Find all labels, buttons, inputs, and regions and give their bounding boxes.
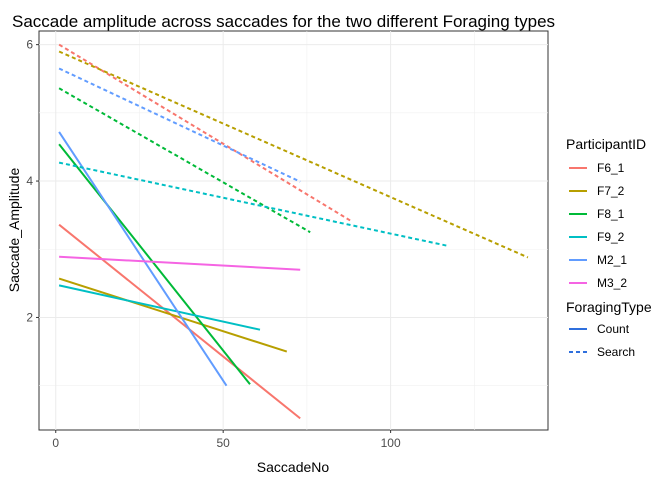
chart-title: Saccade amplitude across saccades for th… bbox=[12, 12, 555, 31]
legend-label-f9-2: F9_2 bbox=[597, 230, 625, 244]
legend-label-search: Search bbox=[597, 345, 635, 359]
x-axis-label: SaccadeNo bbox=[257, 459, 330, 475]
plot-panel bbox=[38, 30, 549, 431]
legend-label-m2-1: M2_1 bbox=[597, 253, 627, 267]
series-line-f6-1-count bbox=[58, 223, 301, 420]
y-tick-label: 6 bbox=[26, 38, 33, 52]
x-tick-label: 100 bbox=[381, 436, 401, 450]
x-tick-label: 0 bbox=[52, 436, 59, 450]
legend-participant: ParticipantID F6_1 F7_2 F8_1 F9_2 M2_1 M3_2 bbox=[566, 136, 646, 290]
legend-participant-title: ParticipantID bbox=[566, 136, 646, 152]
legend-label-m3-2: M3_2 bbox=[597, 276, 627, 290]
y-tick-label: 4 bbox=[26, 174, 33, 188]
y-tick-label: 2 bbox=[26, 310, 33, 324]
x-tick-label: 50 bbox=[216, 436, 230, 450]
series-line-m2-1-count bbox=[58, 131, 228, 387]
series-line-f9-2-count bbox=[58, 284, 261, 331]
grid bbox=[39, 31, 548, 430]
legend-label-count: Count bbox=[597, 322, 630, 336]
legend-label-f7-2: F7_2 bbox=[597, 184, 625, 198]
series-line-m3-2-count bbox=[59, 255, 301, 271]
series-line-f8-1-search bbox=[58, 87, 311, 234]
series-line-f9-2-search bbox=[58, 161, 448, 247]
legend-label-f6-1: F6_1 bbox=[597, 161, 625, 175]
axes: 2 4 6 0 50 100 bbox=[26, 38, 401, 450]
legend-foraging-type: ForagingType Count Search bbox=[566, 299, 652, 359]
series-line-f8-1-count bbox=[58, 143, 251, 385]
series-line-m2-1-search bbox=[58, 67, 301, 183]
legend-label-f8-1: F8_1 bbox=[597, 207, 625, 221]
legend-foraging-title: ForagingType bbox=[566, 299, 652, 315]
y-axis-label: Saccade_Amplitude bbox=[6, 168, 22, 293]
series-line-f6-1-search bbox=[58, 43, 351, 222]
series-line-f7-2-search bbox=[58, 50, 529, 259]
series-layer bbox=[58, 43, 529, 420]
series-line-f7-2-count bbox=[58, 277, 288, 353]
